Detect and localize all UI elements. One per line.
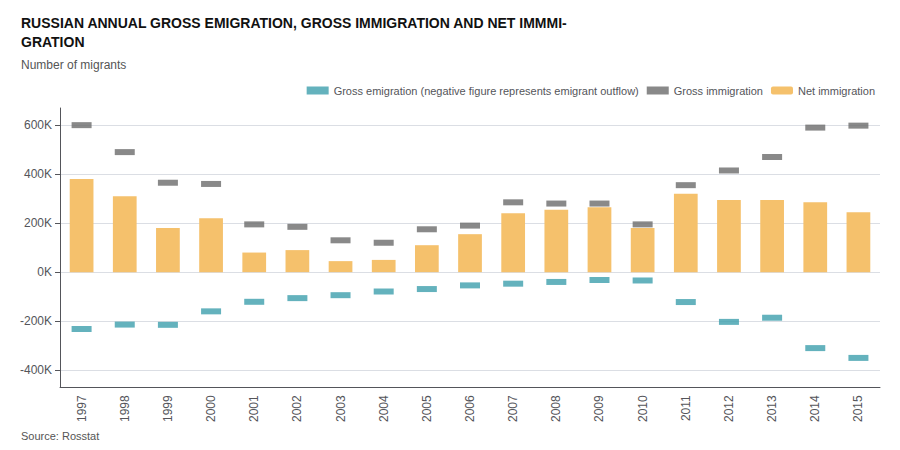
svg-text:2001: 2001 <box>247 395 261 422</box>
svg-text:0K: 0K <box>37 265 52 279</box>
svg-text:-400K: -400K <box>20 363 52 377</box>
svg-text:-200K: -200K <box>20 314 52 328</box>
svg-text:2011: 2011 <box>679 395 693 421</box>
svg-text:2005: 2005 <box>420 395 434 422</box>
svg-text:2008: 2008 <box>549 395 563 422</box>
svg-text:400K: 400K <box>24 167 52 181</box>
svg-text:2003: 2003 <box>334 395 348 422</box>
svg-text:Number of migrants: Number of migrants <box>21 58 126 72</box>
svg-text:Source: Rosstat: Source: Rosstat <box>21 430 99 442</box>
svg-text:2009: 2009 <box>592 395 606 422</box>
svg-text:2013: 2013 <box>765 395 779 422</box>
svg-text:1997: 1997 <box>75 395 89 422</box>
svg-text:2002: 2002 <box>290 395 304 422</box>
svg-text:1998: 1998 <box>118 395 132 422</box>
svg-text:GRATION: GRATION <box>21 34 85 50</box>
svg-text:1999: 1999 <box>161 395 175 422</box>
svg-text:2004: 2004 <box>377 395 391 422</box>
svg-text:2012: 2012 <box>722 395 736 422</box>
svg-text:2010: 2010 <box>636 395 650 422</box>
svg-text:600K: 600K <box>24 118 52 132</box>
svg-text:Gross emigration (negative fig: Gross emigration (negative figure repres… <box>334 85 639 97</box>
svg-text:2007: 2007 <box>506 395 520 422</box>
svg-text:2014: 2014 <box>808 395 822 422</box>
svg-text:2015: 2015 <box>851 395 865 422</box>
svg-text:200K: 200K <box>24 216 52 230</box>
svg-text:RUSSIAN ANNUAL GROSS EMIGRATIO: RUSSIAN ANNUAL GROSS EMIGRATION, GROSS I… <box>21 15 567 31</box>
svg-text:Gross immigration: Gross immigration <box>674 85 763 97</box>
svg-text:Net immigration: Net immigration <box>798 85 875 97</box>
svg-text:2000: 2000 <box>204 395 218 422</box>
svg-text:2006: 2006 <box>463 395 477 422</box>
